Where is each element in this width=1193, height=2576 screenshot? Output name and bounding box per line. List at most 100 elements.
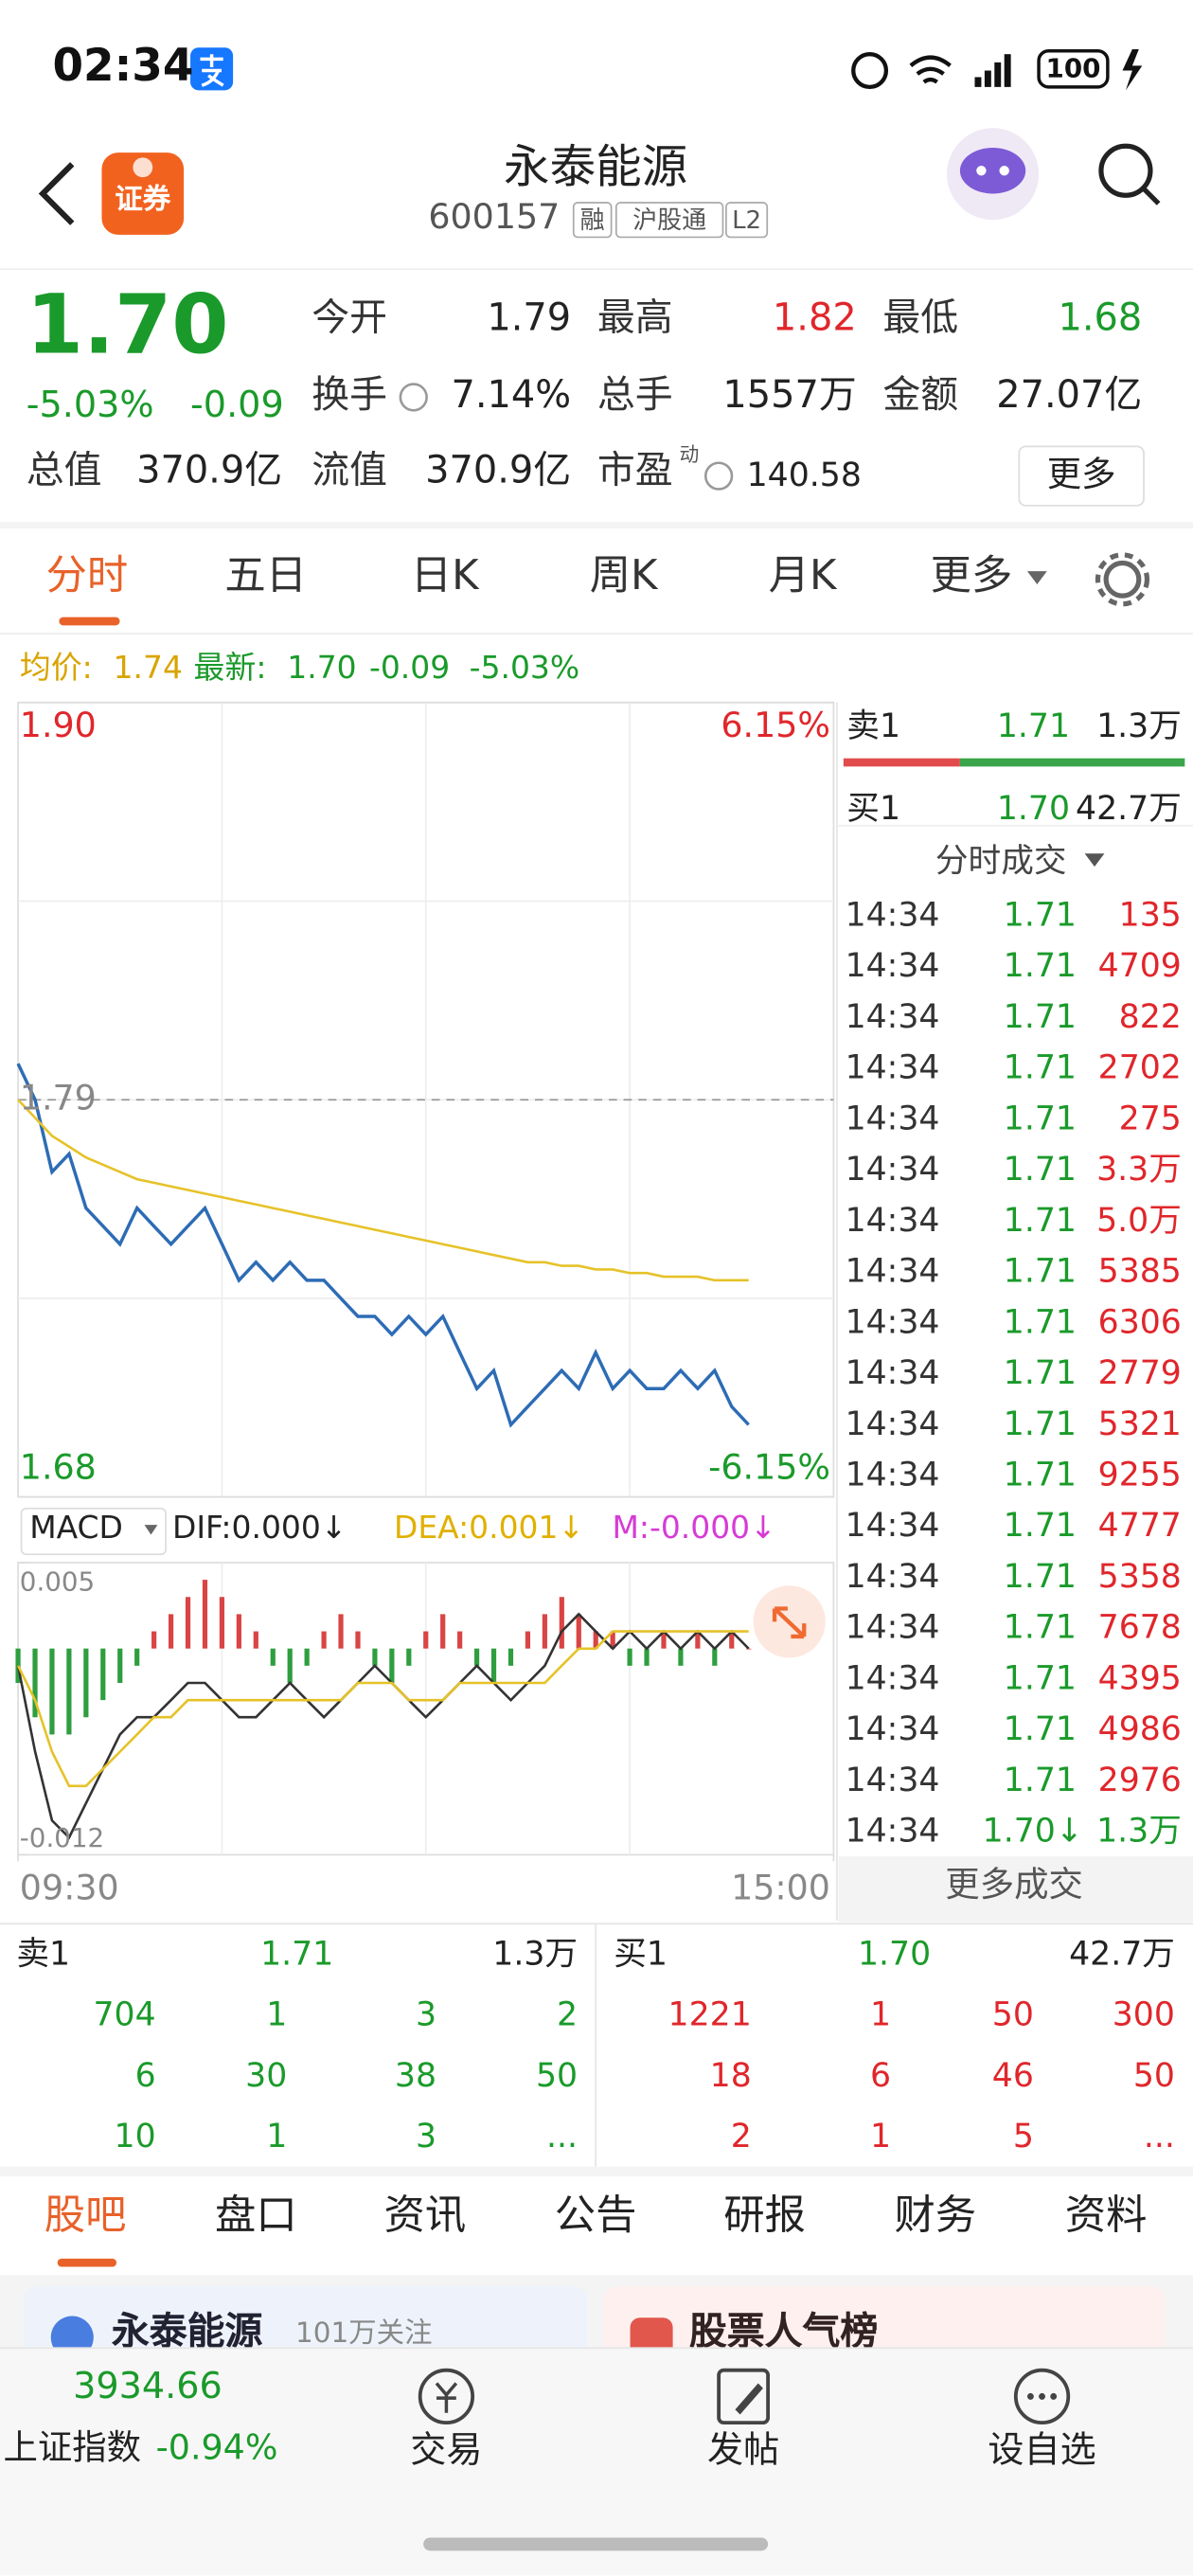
action-label[interactable]: 设自选 [988,2430,1096,2473]
more-button[interactable] [1018,445,1145,507]
action-icons [418,2368,1071,2551]
macd-bar [644,1648,650,1666]
stock-code: 600157 [428,196,561,237]
macd-bar [576,1614,581,1649]
stock-name: 永泰能源 [504,139,688,194]
macd-bar [66,1648,72,1735]
y-tick-label: 1.90 [19,706,97,745]
dropdown-arrow [1084,853,1105,868]
book-cell: 18 [709,2054,752,2095]
trade-price: 1.70↓ [982,1810,1083,1851]
macd-bar [321,1631,327,1649]
book-cell: 1 [266,2116,288,2156]
section-tab[interactable]: 公告 [554,2191,637,2240]
indicator-select[interactable] [20,1507,167,1556]
search-handle [1142,187,1161,206]
macd-bar [389,1648,395,1683]
book-cell: 6 [870,2054,892,2095]
macd-bar [559,1597,564,1649]
trade-volume: 2976 [1097,1759,1182,1799]
section-tab[interactable]: 资讯 [383,2191,467,2240]
y-tick-label: 1.79 [19,1078,97,1118]
trade-time: 14:34 [845,1556,940,1596]
section-indicator [57,2258,117,2267]
logo-text: 证券 [115,184,171,217]
trade-price: 1.71 [1003,1708,1077,1748]
book-price: 1.70 [857,1933,932,1974]
macd-bar [490,1648,497,1683]
macd-bar [83,1648,89,1718]
macd-legend: DEA:0.001↓ [393,1510,585,1547]
section-tab[interactable]: 财务 [894,2191,977,2240]
search-button[interactable] [1098,143,1153,198]
book-cell: 50 [991,1994,1034,2034]
more-trades-button[interactable] [838,1856,1193,1923]
chart-tab[interactable]: 分时 [45,551,129,599]
trade-volume: 822 [1118,996,1182,1036]
chart-tab[interactable]: 日K [410,551,479,599]
macd-bar [151,1631,157,1649]
trade-price: 1.71 [1003,894,1077,935]
index-value[interactable]: 3934.66 [73,2367,223,2408]
chart-tab[interactable]: 月K [768,551,837,599]
action-label[interactable]: 发帖 [706,2430,780,2473]
macd-bar [185,1597,191,1649]
y-tick-label: 1.68 [19,1447,97,1488]
macd-bar [473,1648,480,1666]
trade-price: 1.71 [1003,996,1077,1036]
chart-tab[interactable]: 周K [589,551,658,599]
book-cell: 46 [991,2054,1034,2095]
trade-time: 14:34 [845,1708,940,1748]
book-price: 1.71 [260,1933,334,1974]
trade-price: 1.71 [1003,1403,1077,1443]
index-change[interactable]: -0.94% [155,2427,278,2467]
back-button[interactable] [38,162,75,225]
trade-time: 14:34 [845,1454,940,1494]
trade-volume: 5358 [1097,1556,1182,1596]
trade-price: 1.71 [1003,1505,1077,1545]
trade-time: 14:34 [845,1657,940,1698]
wifi-icon [909,55,952,84]
book-label: 买1 [614,1933,668,1974]
book-cell: 6 [134,2054,156,2095]
price-line [16,1063,750,1428]
macd-bar [168,1614,174,1649]
trade-time: 14:34 [845,1352,940,1392]
settings-button[interactable] [1103,560,1142,599]
macd-bar [236,1614,241,1649]
trade-volume: 2779 [1097,1352,1182,1392]
field-label: 流值 [312,449,388,492]
dropdown-arrow [1026,571,1047,585]
macd-bar [287,1648,293,1683]
field-label: 今开 [312,296,388,340]
trade-time: 14:34 [845,1403,940,1443]
section-tab[interactable]: 股吧 [44,2191,127,2240]
legend-latest-change: -0.09 [368,650,451,687]
macd-legend: M:-0.000↓ [612,1510,776,1547]
more-trades-label[interactable]: 更多成交 [945,1864,1083,1905]
trade-time: 14:34 [845,1301,940,1341]
book-cell: 10 [114,2116,156,2156]
trade-glyph [435,2382,458,2413]
book-cell: 50 [1132,2054,1175,2095]
action-label[interactable]: 交易 [410,2430,483,2473]
card-title: 永泰能源 [111,2311,263,2354]
field-label: 总手 [596,374,673,418]
average-line [17,1099,749,1282]
stock-tag: 融 [572,202,613,239]
trade-time: 14:34 [845,945,940,985]
trades-title[interactable]: 分时成交 [935,840,1067,880]
trade-time: 14:34 [845,1199,940,1240]
index-name[interactable]: 上证指数 [3,2427,142,2467]
section-tab[interactable]: 盘口 [215,2191,297,2240]
chart-tab[interactable]: 更多 [930,551,1013,599]
trade-price: 1.71 [1003,1098,1077,1138]
book-cell: 2 [730,2116,752,2156]
trade-time: 14:34 [845,1046,940,1087]
macd-bar [593,1631,598,1649]
section-tab[interactable]: 资料 [1064,2191,1148,2240]
trade-price: 1.71 [1003,1149,1077,1189]
chart-tab[interactable]: 五日 [224,551,308,599]
section-tab[interactable]: 研报 [723,2191,806,2240]
more-label[interactable]: 更多 [1046,455,1116,494]
